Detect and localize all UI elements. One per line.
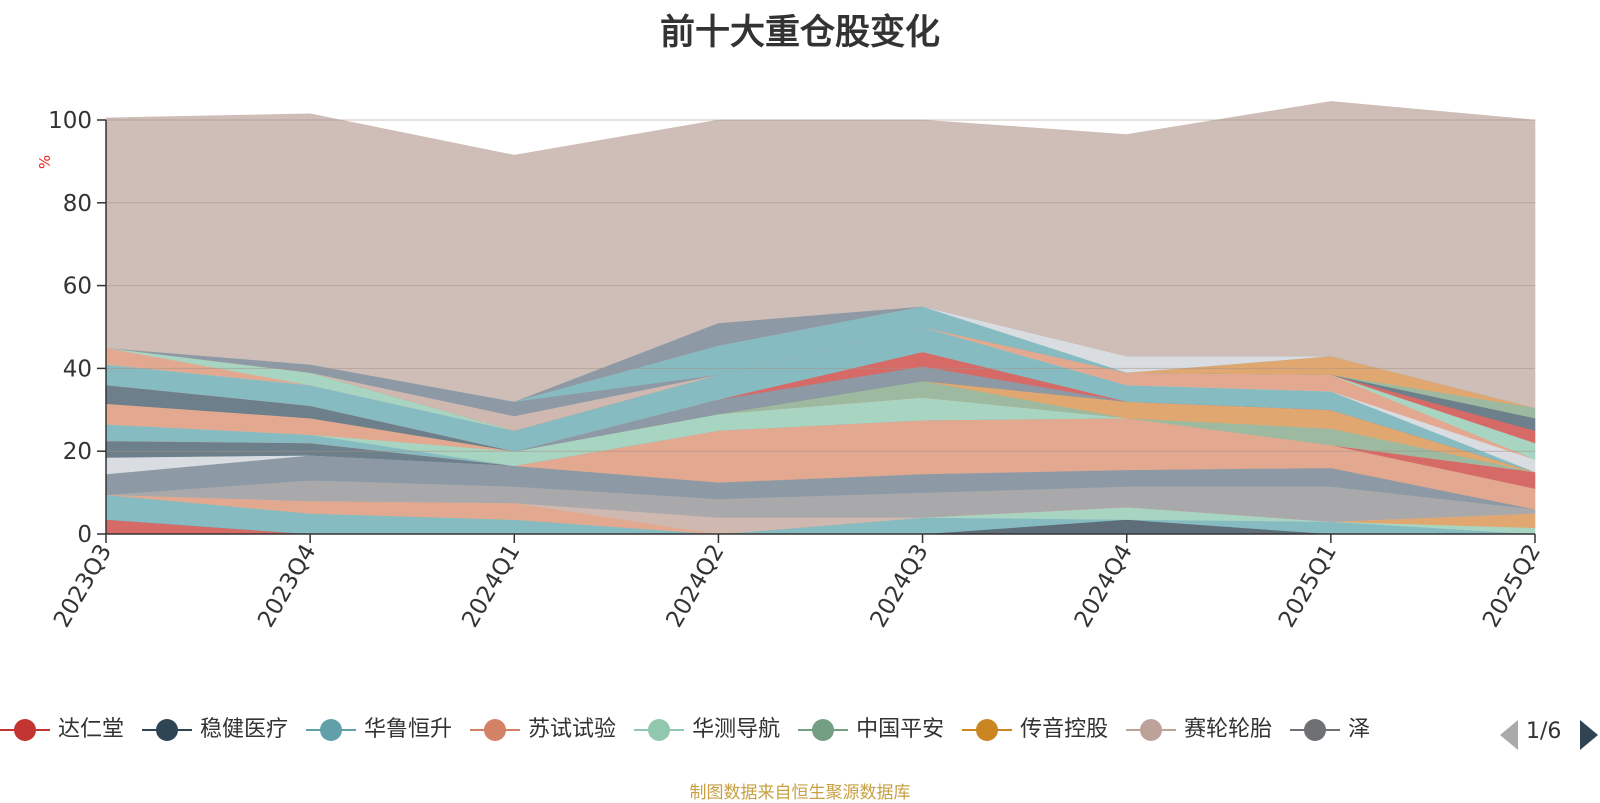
legend-marker-dot (812, 719, 835, 741)
legend-item[interactable]: 苏试试验 (470, 712, 616, 748)
legend-label: 中国平安 (856, 717, 945, 742)
legend-marker-dot (484, 719, 507, 741)
legend-marker-dot (1304, 719, 1327, 741)
legend-label: 华鲁恒升 (364, 717, 453, 742)
legend-label: 稳健医疗 (200, 717, 289, 742)
legend-marker-icon (798, 712, 849, 748)
legend-marker-dot (1140, 719, 1163, 741)
x-tick-label: 2024Q1 (457, 540, 525, 632)
legend-marker-icon (0, 712, 50, 748)
legend-item[interactable]: 中国平安 (798, 712, 944, 748)
x-tick-label: 2023Q4 (253, 540, 321, 632)
legend-marker-icon (470, 712, 521, 748)
x-tick-label: 2024Q4 (1070, 540, 1138, 632)
chart-title: 前十大重仓股变化 (659, 13, 940, 53)
grid (106, 119, 1535, 452)
plot-area (105, 101, 1536, 535)
legend-marker-icon (634, 712, 685, 748)
legend-marker-dot (648, 719, 671, 741)
y-tick-label: 0 (77, 522, 92, 548)
legend-marker-dot (156, 719, 179, 741)
legend-label: 泽 (1348, 717, 1371, 742)
legend-marker-icon (306, 712, 357, 748)
data-source-note: 制图数据来自恒生聚源数据库 (689, 783, 911, 803)
y-tick-label: 80 (63, 191, 92, 217)
legend-item[interactable]: 泽 (1290, 712, 1370, 748)
legend-item[interactable]: 传音控股 (962, 712, 1108, 748)
x-tick-label: 2025Q1 (1274, 540, 1342, 632)
legend-marker-icon (1126, 712, 1177, 748)
x-tick-label: 2023Q3 (49, 540, 117, 632)
legend-marker-dot (14, 719, 36, 741)
x-tick-label: 2025Q2 (1478, 540, 1546, 632)
legend-items: 达仁堂 稳健医疗 华鲁恒升 苏试试验 华测导航 中国平安 传音控股 赛轮轮胎 泽 (0, 712, 1478, 752)
legend-marker-icon (1290, 712, 1341, 748)
legend: 达仁堂 稳健医疗 华鲁恒升 苏试试验 华测导航 中国平安 传音控股 赛轮轮胎 泽 (0, 712, 1600, 752)
legend-item[interactable]: 赛轮轮胎 (1126, 712, 1272, 748)
legend-label: 赛轮轮胎 (1184, 717, 1273, 742)
legend-marker-dot (976, 719, 999, 741)
y-tick-label: 60 (63, 274, 92, 300)
area-series-34 (105, 101, 1536, 409)
legend-item[interactable]: 华测导航 (634, 712, 780, 748)
legend-label: 华测导航 (692, 717, 781, 742)
legend-prev-page-icon[interactable] (1500, 720, 1518, 750)
y-axis-unit: % (36, 155, 54, 169)
y-tick-label: 20 (63, 439, 92, 465)
legend-marker-icon (142, 712, 193, 748)
legend-label: 苏试试验 (528, 717, 617, 742)
legend-marker-icon (962, 712, 1013, 748)
y-tick-label: 100 (48, 108, 92, 134)
x-tick-label: 2024Q2 (661, 540, 729, 632)
legend-marker-dot (320, 719, 343, 741)
legend-item[interactable]: 达仁堂 (0, 712, 124, 748)
legend-next-page-icon[interactable] (1580, 720, 1598, 750)
y-tick-label: 40 (63, 356, 92, 382)
legend-page-indicator: 1/6 (1526, 719, 1562, 744)
legend-label: 传音控股 (1020, 717, 1109, 742)
legend-label: 达仁堂 (58, 717, 125, 742)
legend-item[interactable]: 华鲁恒升 (306, 712, 452, 748)
x-tick-label: 2024Q3 (866, 540, 934, 632)
legend-item[interactable]: 稳健医疗 (142, 712, 288, 748)
